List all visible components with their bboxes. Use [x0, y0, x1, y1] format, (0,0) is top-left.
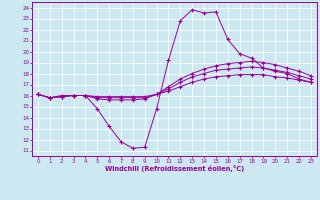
X-axis label: Windchill (Refroidissement éolien,°C): Windchill (Refroidissement éolien,°C) — [105, 165, 244, 172]
